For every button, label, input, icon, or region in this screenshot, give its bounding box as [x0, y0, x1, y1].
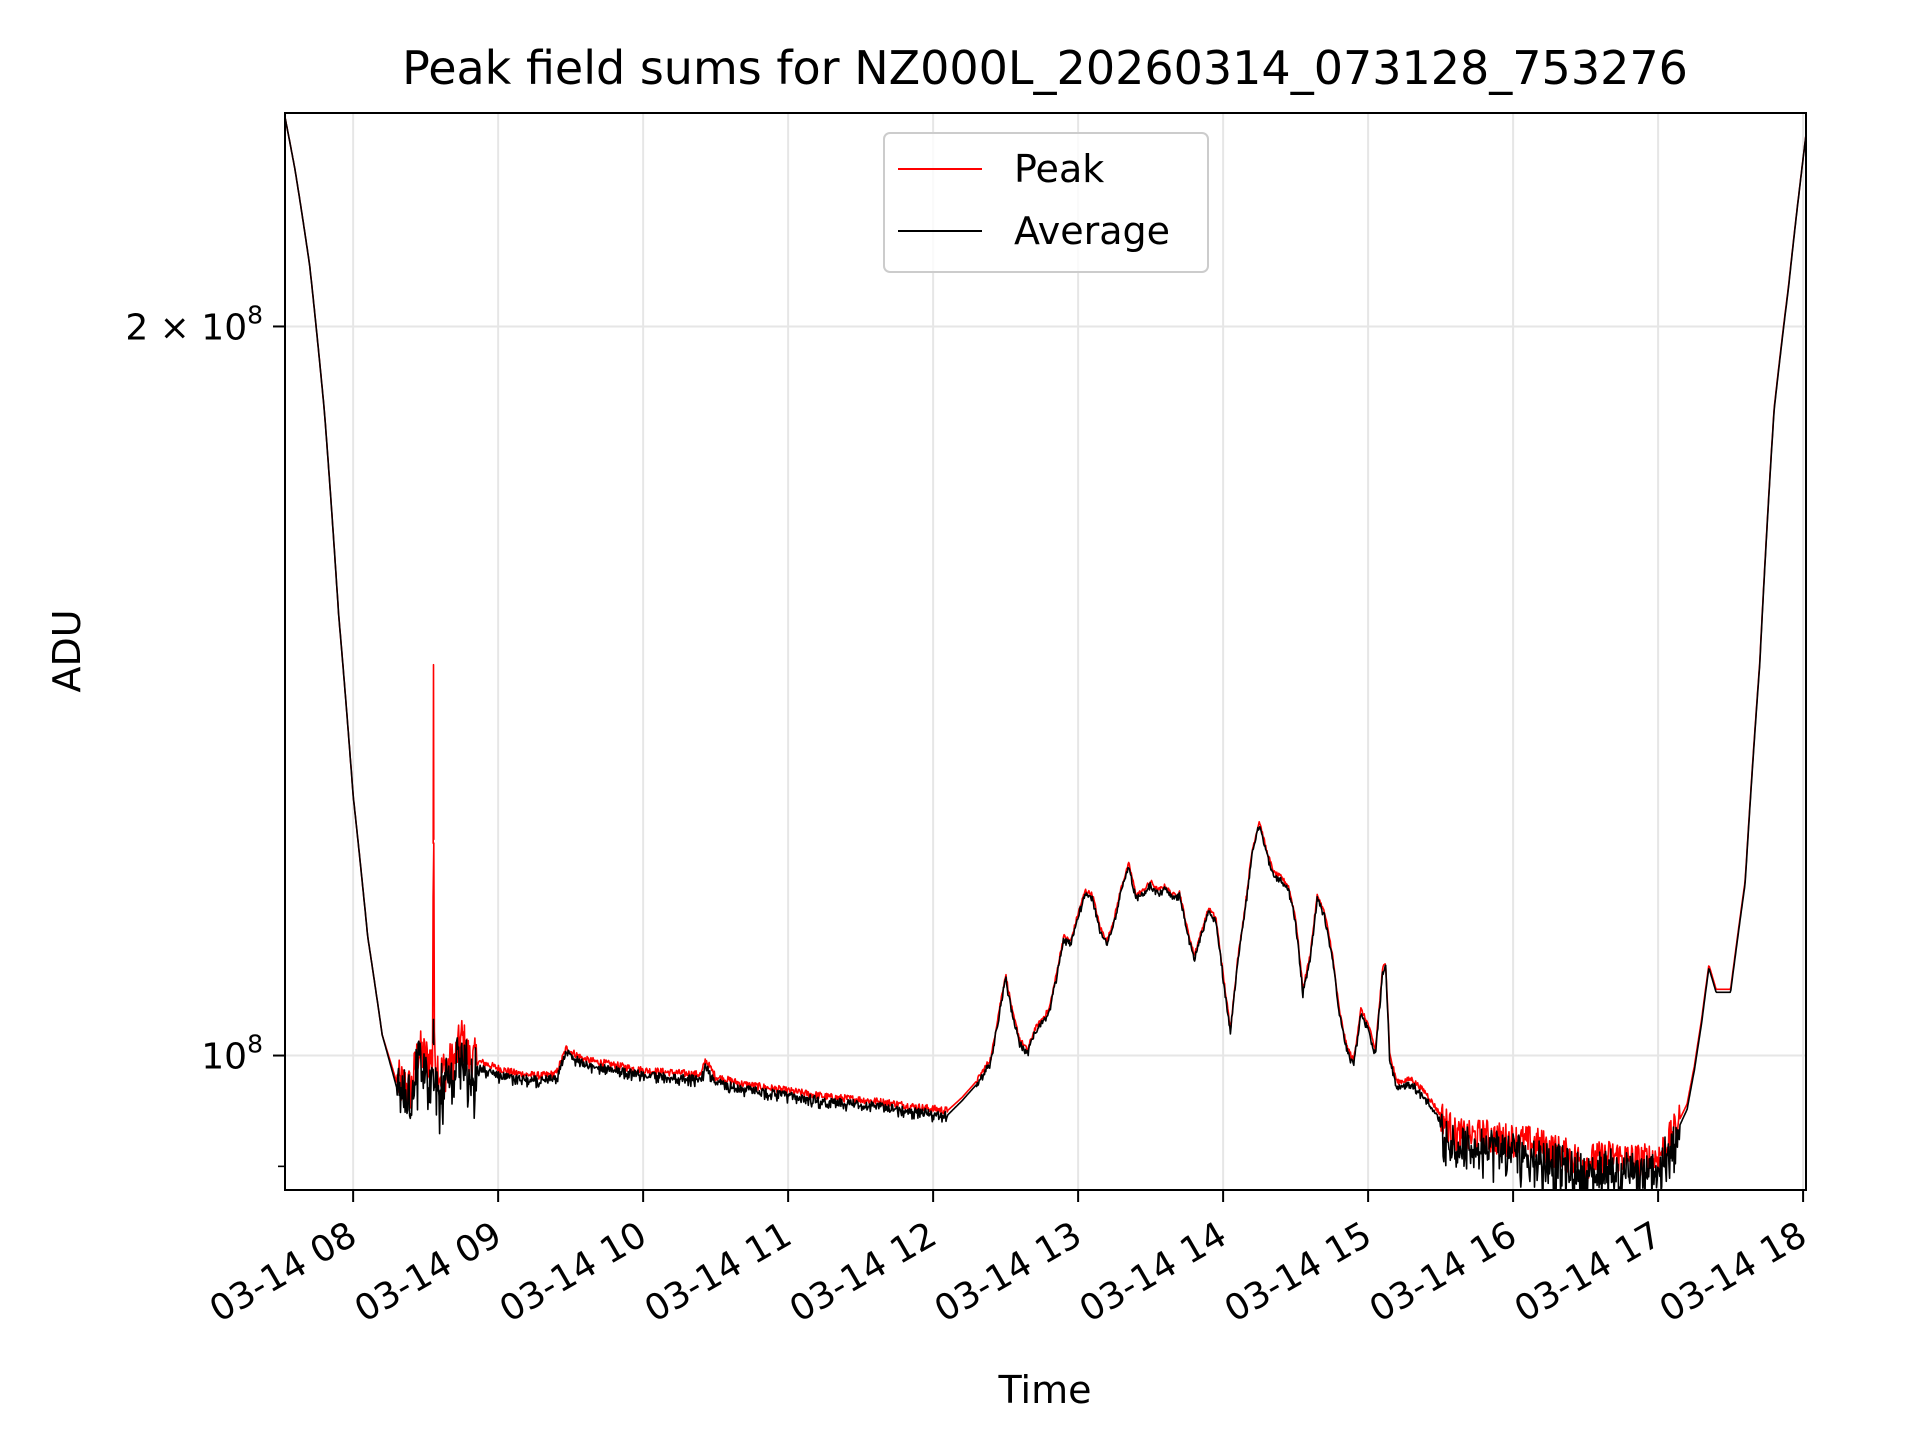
y-axis-label: ADU	[45, 609, 89, 692]
legend-label-peak: Peak	[1014, 147, 1104, 191]
y-tick-label: 2 × 108	[125, 300, 263, 348]
legend: Peak Average	[883, 132, 1209, 273]
chart-title: Peak field sums for NZ000L_20260314_0731…	[402, 41, 1688, 95]
x-gridlines	[352, 113, 1805, 1190]
y-tick-label: 108	[201, 1030, 263, 1078]
y-axis-ticks: 108 2 × 108	[125, 300, 285, 1168]
plot-frame	[284, 112, 1807, 1191]
x-axis-label: Time	[998, 1368, 1092, 1412]
y-gridlines	[285, 325, 1806, 1057]
average-series-line	[285, 117, 1806, 1190]
legend-label-average: Average	[1014, 209, 1170, 253]
legend-box	[883, 132, 1209, 273]
